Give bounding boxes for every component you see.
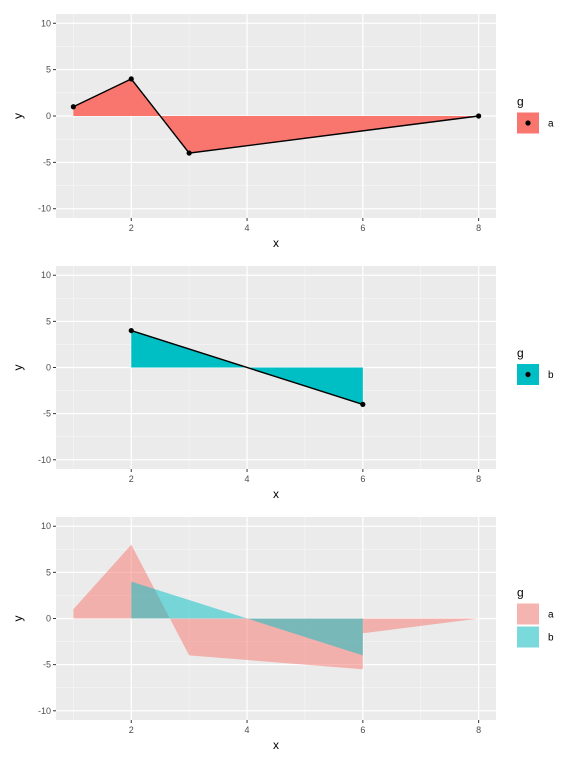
data-point-a-1 (70, 104, 76, 110)
x-axis-title: x (273, 236, 279, 250)
legend-marker-b (525, 371, 531, 378)
x-tick-label: 4 (245, 725, 250, 735)
legend-key-b (517, 626, 539, 648)
y-tick-label: -5 (43, 409, 51, 419)
legend-label-a: a (548, 119, 554, 130)
x-tick-label: 6 (360, 725, 365, 735)
legend-label-b: b (548, 633, 554, 644)
y-tick-label: 5 (46, 316, 51, 326)
x-tick-label: 6 (360, 474, 365, 484)
y-tick-label: 5 (46, 567, 51, 577)
data-point-a-3 (186, 150, 192, 156)
y-tick-label: 0 (46, 111, 51, 121)
legend: gb (517, 346, 554, 385)
chart-panel-3: 2 4 6 8 -10 -5 0 5 10 x y g a b (11, 517, 554, 752)
area-series-b (131, 581, 363, 656)
y-tick-label: -10 (38, 204, 51, 214)
legend-title: g (517, 95, 524, 109)
x-tick-label: 6 (360, 223, 365, 233)
y-axis-title: y (11, 616, 25, 622)
line-series-b (131, 329, 364, 406)
x-tick-label: 8 (476, 223, 481, 233)
x-tick-label: 4 (245, 474, 250, 484)
y-tick-label: -5 (43, 660, 51, 670)
line-series-a (73, 78, 479, 154)
y-axis-title: y (11, 365, 25, 371)
legend-key-a (517, 603, 539, 625)
legend-title: g (517, 586, 524, 600)
y-tick-label: -10 (38, 706, 51, 716)
legend-label-a: a (548, 610, 554, 621)
data-point-a-4 (476, 113, 482, 119)
y-tick-label: 0 (46, 363, 51, 373)
legend: ga (517, 95, 554, 134)
x-tick-label: 8 (476, 725, 481, 735)
y-tick-label: 10 (41, 18, 51, 28)
legend: g a b (517, 586, 554, 648)
x-tick-label: 2 (129, 725, 134, 735)
x-axis-title: x (273, 487, 279, 501)
x-tick-label: 4 (245, 223, 250, 233)
x-tick-label: 8 (476, 474, 481, 484)
x-tick-label: 2 (129, 474, 134, 484)
y-axis-title: y (11, 113, 25, 119)
y-tick-label: 10 (41, 270, 51, 280)
x-tick-label: 2 (129, 223, 134, 233)
data-point-b-1 (128, 327, 134, 334)
y-tick-label: -5 (43, 157, 51, 167)
y-tick-label: 5 (46, 65, 51, 75)
data-point-b-2 (360, 401, 366, 408)
legend-title: g (517, 346, 524, 360)
y-tick-label: -10 (38, 455, 51, 465)
y-tick-label: 0 (46, 614, 51, 624)
legend-label-b: b (548, 370, 554, 381)
x-axis-title: x (273, 738, 279, 752)
legend-marker-a (525, 120, 531, 126)
data-point-a-2 (128, 76, 134, 82)
y-tick-label: 10 (41, 521, 51, 531)
